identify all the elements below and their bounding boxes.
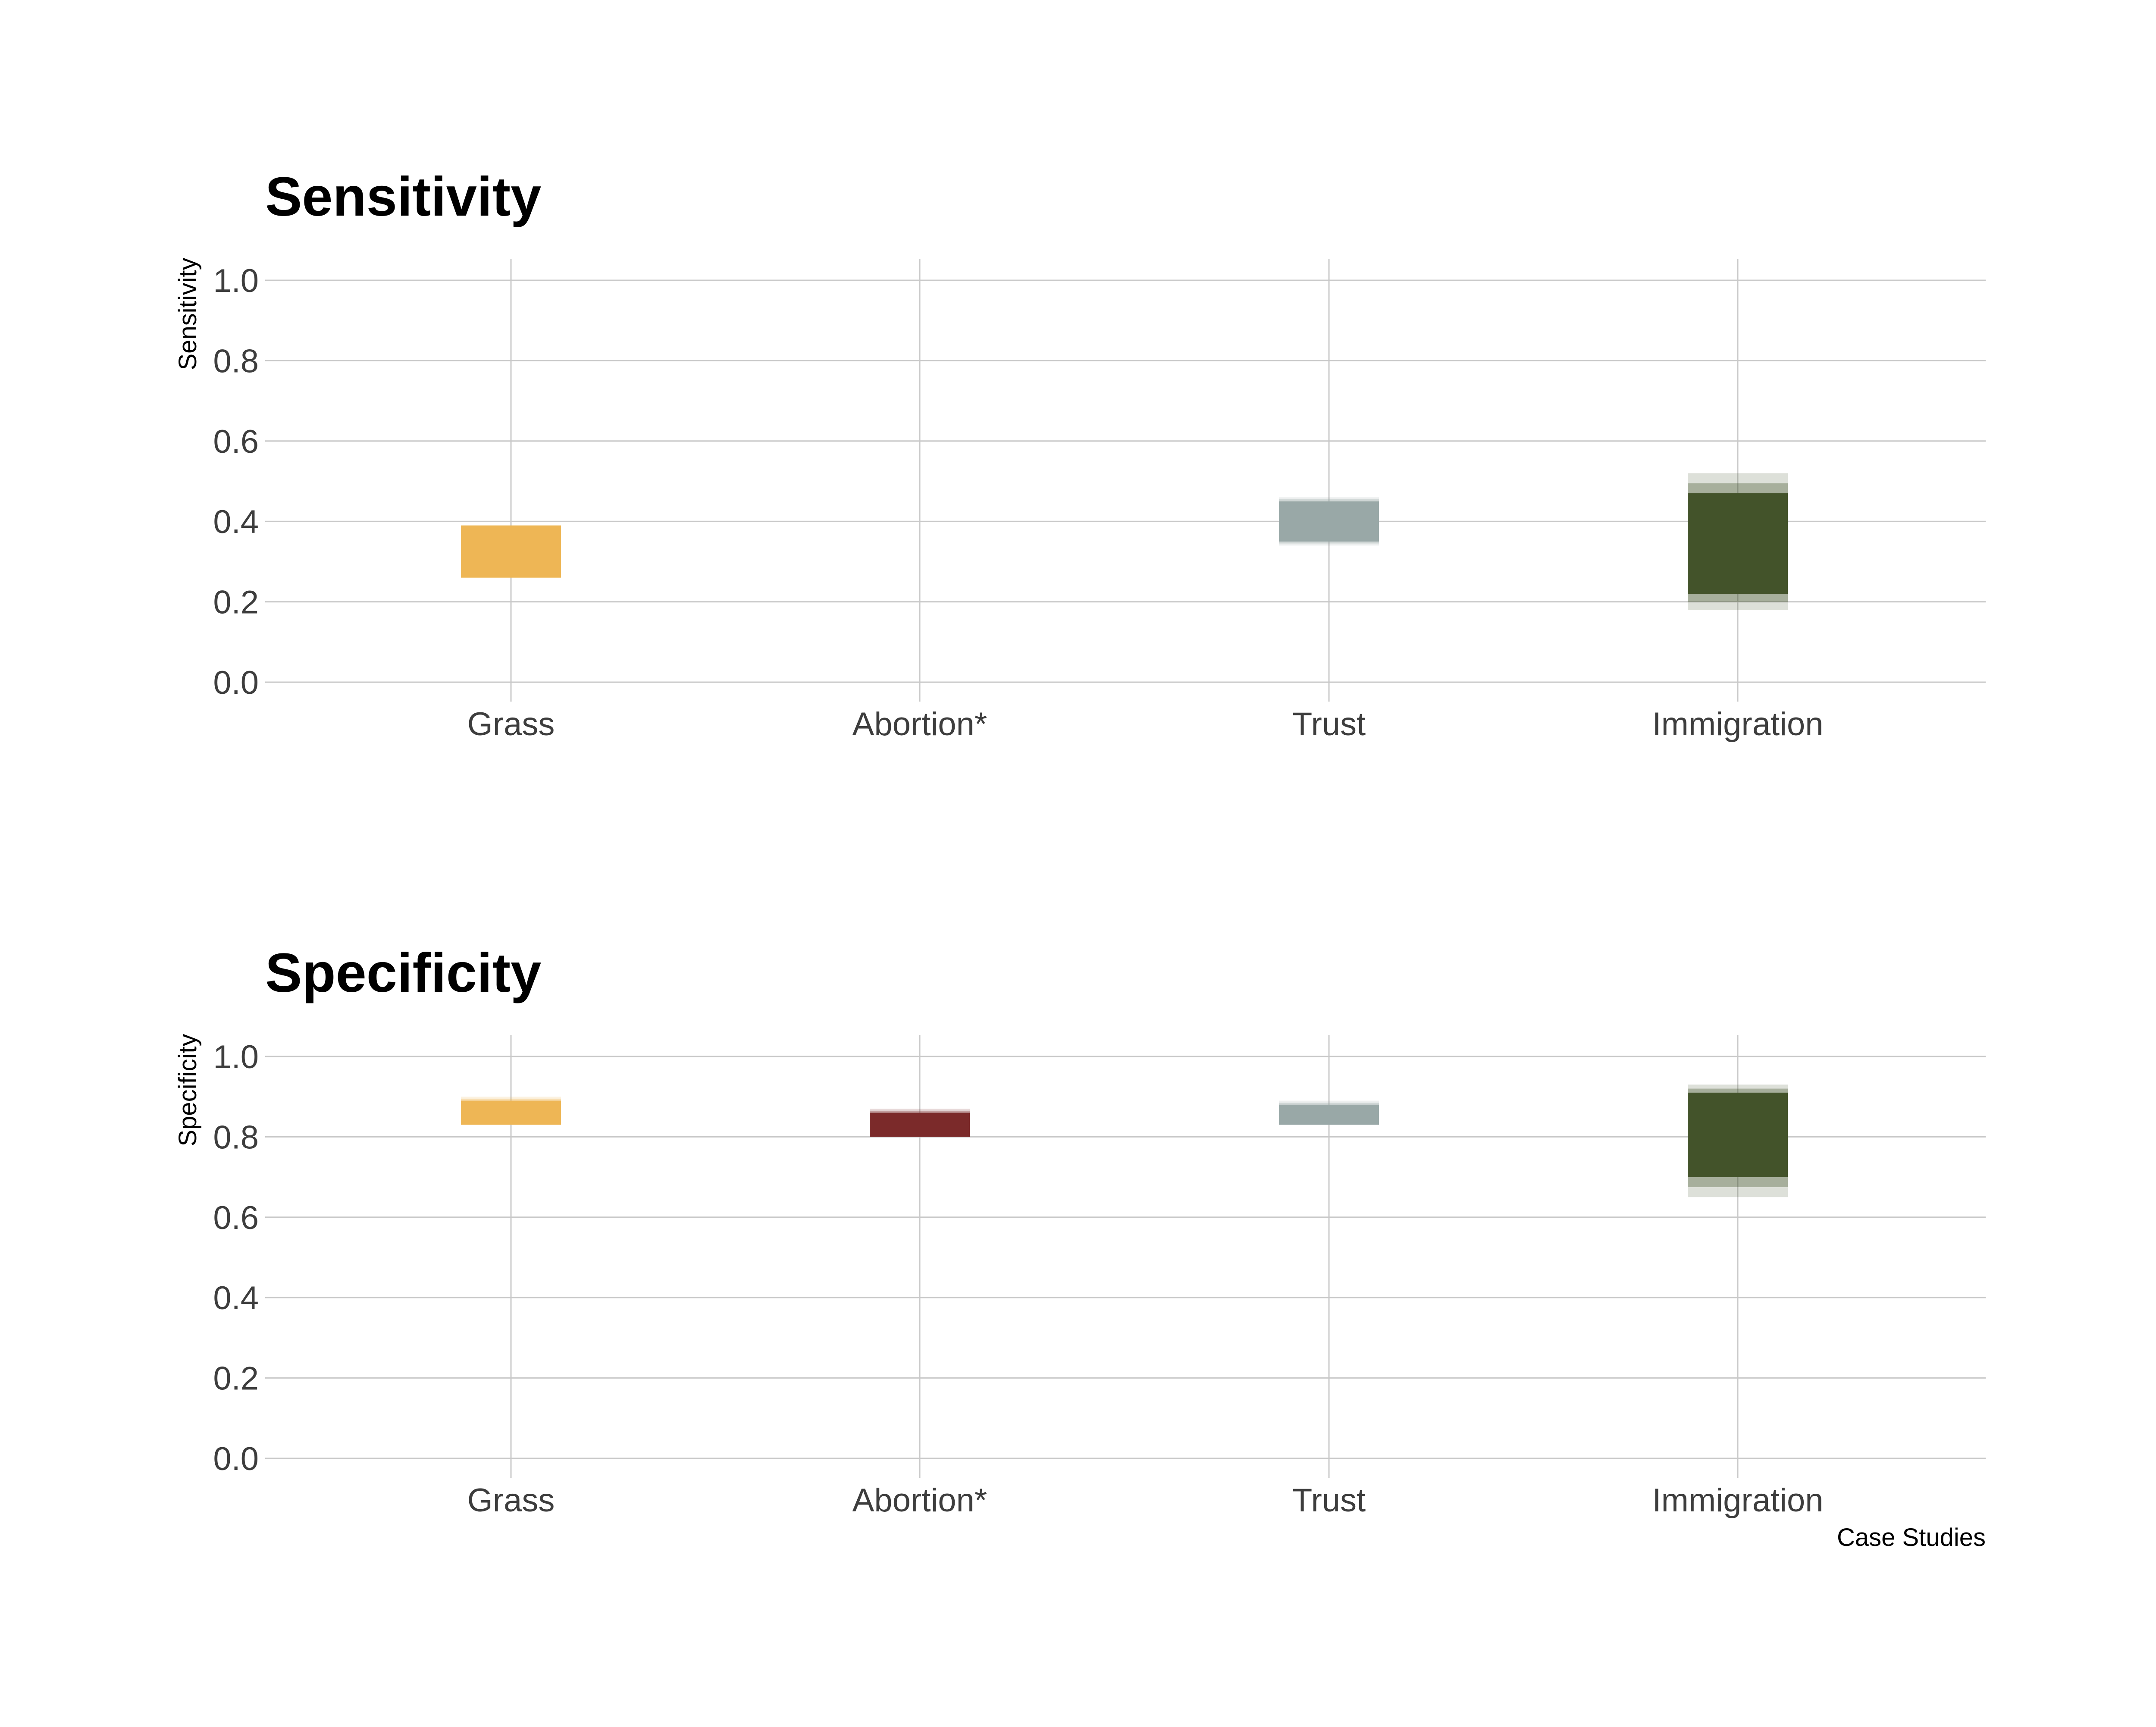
y-tick-label: 0.2 [213,584,259,621]
panel-sensitivity: Sensitivity 0.0 0.2 0.4 0.6 0.8 1.0 Grass Aborti… [174,166,1986,743]
x-tick-label: Immigration [1652,1482,1824,1519]
x-tick-label: Immigration [1652,706,1824,743]
y-tick-label: 0.6 [213,1200,259,1236]
panel-title: Sensitivity [265,166,541,228]
range-bar-trust [1279,1104,1379,1125]
range-bar-immigration [1688,493,1788,594]
x-tick-label: Trust [1292,1482,1366,1519]
panel-specificity: Specificity 0.0 0.2 0.4 0.6 0.8 1.0 Grass Aborti… [174,942,1986,1551]
range-bar-grass [461,525,561,578]
range-bar-trust [1279,501,1379,542]
y-tick-label: 0.8 [213,343,259,379]
y-tick-label: 0.6 [213,423,259,460]
range-bar-immigration [1688,1092,1788,1177]
y-tick-label: 0.4 [213,504,259,540]
y-tick-label: 1.0 [213,1039,259,1075]
y-tick-label: 0.0 [213,664,259,701]
y-tick-label: 0.8 [213,1119,259,1156]
x-tick-label: Abortion* [852,706,987,743]
x-tick-label: Trust [1292,706,1366,743]
y-axis-title: Specificity [174,1034,202,1146]
x-axis-title: Case Studies [1837,1523,1986,1551]
y-tick-label: 0.2 [213,1360,259,1397]
panel-title: Specificity [265,942,541,1004]
x-tick-label: Grass [467,1482,555,1519]
y-tick-label: 1.0 [213,263,259,299]
y-axis-title: Sensitivity [174,257,202,370]
range-bar-abortion [870,1113,970,1137]
range-bar-grass [461,1100,561,1125]
y-tick-label: 0.0 [213,1441,259,1477]
x-tick-label: Grass [467,706,555,743]
x-tick-label: Abortion* [852,1482,987,1519]
y-tick-label: 0.4 [213,1280,259,1316]
